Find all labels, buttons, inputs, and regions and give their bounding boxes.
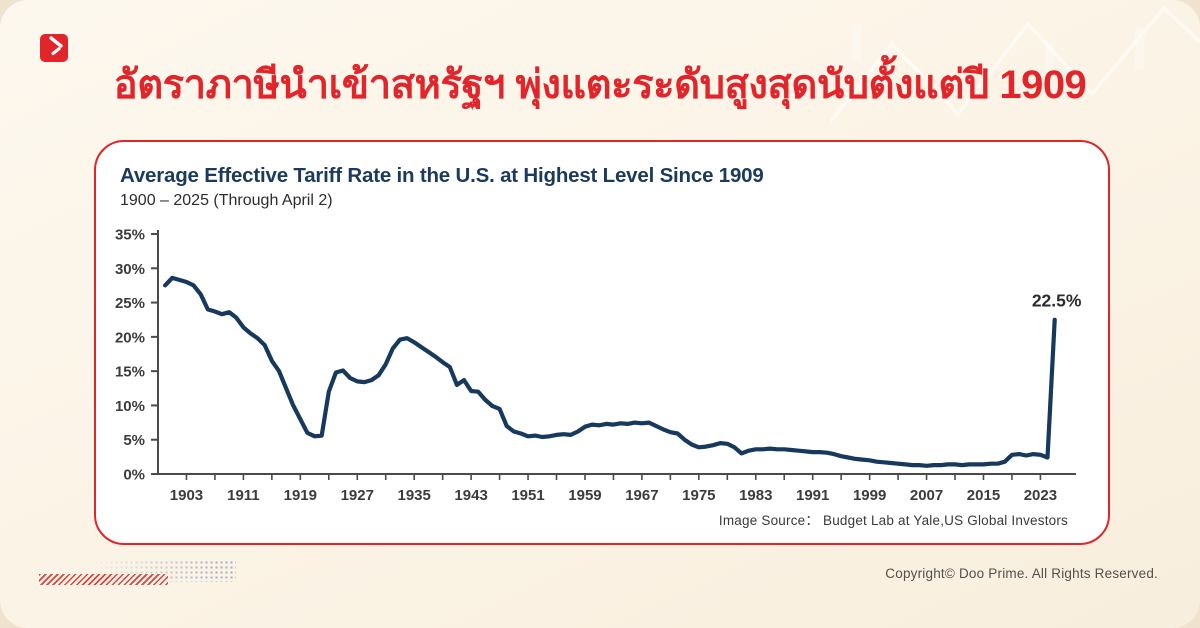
y-tick-label: 5% <box>123 432 145 449</box>
x-tick-label: 1935 <box>397 487 430 504</box>
x-tick-label: 2023 <box>1024 487 1057 504</box>
x-tick-label: 1959 <box>568 487 601 504</box>
copyright: Copyright© Doo Prime. All Rights Reserve… <box>885 566 1158 581</box>
hatched-bar-decoration <box>39 574 168 585</box>
y-tick-label: 30% <box>115 261 145 278</box>
x-tick-label: 1927 <box>341 487 374 504</box>
x-tick-label: 2015 <box>967 487 1000 504</box>
x-tick-label: 1983 <box>739 487 772 504</box>
axes <box>157 230 1076 475</box>
y-tick-label: 0% <box>123 467 145 484</box>
headline: อัตราภาษีนำเข้าสหรัฐฯ พุ่งแตะระดับสูงสุด… <box>113 63 1087 107</box>
y-tick-label: 35% <box>115 227 145 244</box>
logo-arrow-icon <box>49 36 63 56</box>
x-tick-label: 1951 <box>511 487 544 504</box>
y-tick-label: 20% <box>115 329 145 346</box>
peak-value-label: 22.5% <box>1032 291 1082 311</box>
x-tick-label: 1967 <box>625 487 658 504</box>
x-tick-label: 1903 <box>170 487 203 504</box>
x-tick-label: 1975 <box>682 487 715 504</box>
x-tick-label: 2007 <box>910 487 943 504</box>
chart-title: Average Effective Tariff Rate in the U.S… <box>120 164 764 187</box>
x-tick-label: 1991 <box>796 487 829 504</box>
x-tick-label: 1911 <box>227 487 260 504</box>
x-tick-label: 1943 <box>454 487 487 504</box>
y-tick-label: 15% <box>115 364 145 381</box>
chart-card: Average Effective Tariff Rate in the U.S… <box>94 140 1110 545</box>
tariff-line-chart: 0% 5% 10% 15% 20% 25% 30% 35% 1903 1911 1919 1927 19… <box>115 227 1082 505</box>
tariff-line <box>162 275 1057 468</box>
doo-prime-logo <box>40 34 68 62</box>
y-tick-label: 10% <box>115 398 145 415</box>
image-source: Image Source： Budget Lab at Yale,US Glob… <box>718 513 1068 528</box>
x-tick-label: 1999 <box>853 487 886 504</box>
chart-subtitle: 1900 – 2025 (Through April 2) <box>120 192 333 209</box>
y-tick-label: 25% <box>115 295 145 312</box>
x-tick-label: 1919 <box>284 487 317 504</box>
